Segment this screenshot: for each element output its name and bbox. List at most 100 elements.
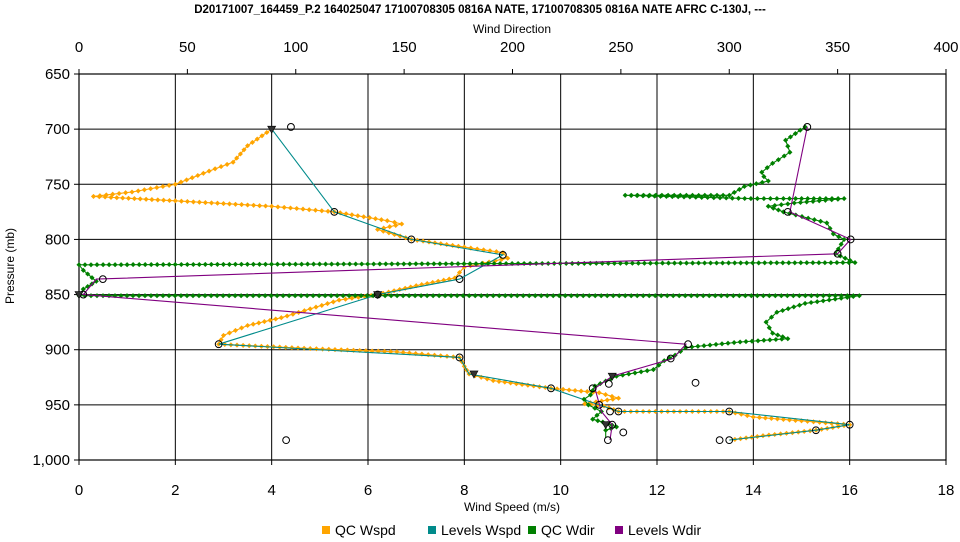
qc-wdir-point xyxy=(166,293,172,299)
qc-wspd-point xyxy=(281,204,287,210)
qc-wdir-point xyxy=(713,341,719,347)
qc-wdir-point xyxy=(274,261,281,267)
qc-wdir-point xyxy=(670,293,676,299)
qc-wspd-point xyxy=(226,330,233,336)
legend-swatch xyxy=(528,526,536,534)
qc-wdir-point xyxy=(790,293,796,299)
qc-wdir-point xyxy=(394,293,400,299)
qc-wdir-point xyxy=(622,192,628,198)
qc-wdir-point xyxy=(785,201,791,207)
qc-wdir-point xyxy=(816,260,822,266)
qc-wdir-point xyxy=(856,293,862,299)
qc-wdir-point xyxy=(238,261,244,267)
qc-wdir-point xyxy=(274,293,280,299)
qc-wdir-point xyxy=(850,293,856,300)
qc-wspd-point xyxy=(332,347,338,353)
qc-wspd-point xyxy=(349,295,355,301)
qc-wspd-point xyxy=(166,197,173,204)
qc-wdir-point xyxy=(793,196,799,202)
qc-wdir-point xyxy=(628,192,634,199)
qc-wdir-point xyxy=(778,293,784,299)
level-marker-circle xyxy=(845,420,854,429)
qc-wdir-point xyxy=(796,302,803,308)
top-tick-label: 250 xyxy=(608,39,633,56)
qc-wspd-point xyxy=(307,306,313,312)
qc-wdir-point xyxy=(178,293,184,299)
qc-wdir-point xyxy=(436,293,442,299)
bottom-tick-label: 12 xyxy=(649,482,666,499)
qc-wdir-point xyxy=(202,293,208,299)
qc-wdir-point xyxy=(687,194,693,200)
qc-wspd-point xyxy=(425,352,431,358)
level-marker-circle xyxy=(604,380,613,388)
qc-wspd-point xyxy=(245,202,251,208)
qc-wdir-point xyxy=(82,262,88,268)
qc-wdir-point xyxy=(676,293,682,299)
level-marker-circle xyxy=(282,436,291,445)
qc-wspd-point xyxy=(319,302,325,308)
qc-wdir-point xyxy=(828,260,834,266)
qc-wdir-point xyxy=(732,260,738,266)
qc-wdir-point xyxy=(364,293,370,299)
qc-wdir-point xyxy=(671,260,678,266)
plot-border xyxy=(78,73,947,461)
level-marker-circle xyxy=(547,384,555,393)
qc-wdir-point xyxy=(780,196,786,202)
qc-wspd-point xyxy=(206,168,212,174)
level-marker-circle xyxy=(833,249,842,258)
qc-wspd-point xyxy=(320,346,326,352)
qc-wspd-point xyxy=(372,216,379,222)
qc-wdir-point xyxy=(190,293,196,299)
qc-wspd-point xyxy=(200,170,206,176)
qc-wspd-point xyxy=(135,188,141,194)
level-marker-circle xyxy=(783,207,792,216)
top-tick-label: 350 xyxy=(825,39,850,56)
level-marker-circle xyxy=(214,340,223,349)
qc-wdir-point xyxy=(820,293,826,299)
qc-wdir-point xyxy=(622,293,628,299)
qc-wdir-point xyxy=(407,261,413,267)
qc-wspd-point xyxy=(496,378,502,384)
qc-wspd-point xyxy=(566,387,572,393)
qc-wdir-point xyxy=(629,260,635,266)
level-marker-circle xyxy=(588,384,597,393)
qc-wdir-point xyxy=(708,192,714,198)
qc-wdir-point xyxy=(841,236,847,242)
qc-wspd-point xyxy=(342,296,349,302)
qc-wspd-point xyxy=(234,155,240,161)
qc-wdir-point xyxy=(232,261,238,267)
qc-wspd-point xyxy=(220,332,227,338)
qc-wdir-point xyxy=(172,261,178,268)
qc-wdir-point xyxy=(508,293,514,299)
qc-wdir-point xyxy=(646,193,652,199)
qc-wdir-point xyxy=(688,293,694,299)
qc-wdir-point xyxy=(647,260,653,266)
qc-wdir-point xyxy=(532,293,538,299)
qc-wdir-point xyxy=(787,134,794,140)
qc-wdir-point xyxy=(810,198,816,204)
qc-wdir-point xyxy=(808,299,814,306)
y-tick-label: 1,000 xyxy=(32,452,70,469)
qc-wdir-point xyxy=(681,194,687,200)
bottom-tick-label: 2 xyxy=(171,482,179,499)
qc-wdir-point xyxy=(770,330,776,336)
qc-wdir-point xyxy=(526,293,532,299)
qc-wdir-point xyxy=(467,261,473,267)
qc-wdir-point xyxy=(792,260,798,266)
qc-wspd-point xyxy=(267,317,273,323)
y-tick-label: 800 xyxy=(45,231,70,248)
qc-wdir-point xyxy=(802,293,808,299)
qc-wdir-point xyxy=(431,261,437,267)
qc-wdir-point xyxy=(461,261,467,267)
qc-wspd-point xyxy=(141,187,147,193)
qc-wdir-point xyxy=(466,293,472,299)
qc-wdir-point xyxy=(304,293,310,299)
qc-wdir-point xyxy=(741,183,747,190)
qc-wdir-point xyxy=(775,157,781,163)
qc-wdir-point xyxy=(329,261,335,267)
qc-wspd-point xyxy=(189,175,195,181)
qc-wdir-point xyxy=(634,193,640,199)
qc-wspd-point xyxy=(129,189,135,195)
qc-wdir-point xyxy=(413,261,419,267)
qc-wspd-point xyxy=(578,388,584,394)
